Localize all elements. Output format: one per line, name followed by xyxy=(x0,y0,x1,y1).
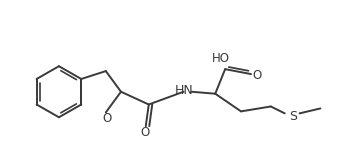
Text: O: O xyxy=(140,126,150,140)
Text: O: O xyxy=(102,112,111,125)
Text: O: O xyxy=(252,69,262,82)
Text: S: S xyxy=(288,110,297,123)
Text: HO: HO xyxy=(212,52,230,65)
Text: HN: HN xyxy=(175,84,194,97)
